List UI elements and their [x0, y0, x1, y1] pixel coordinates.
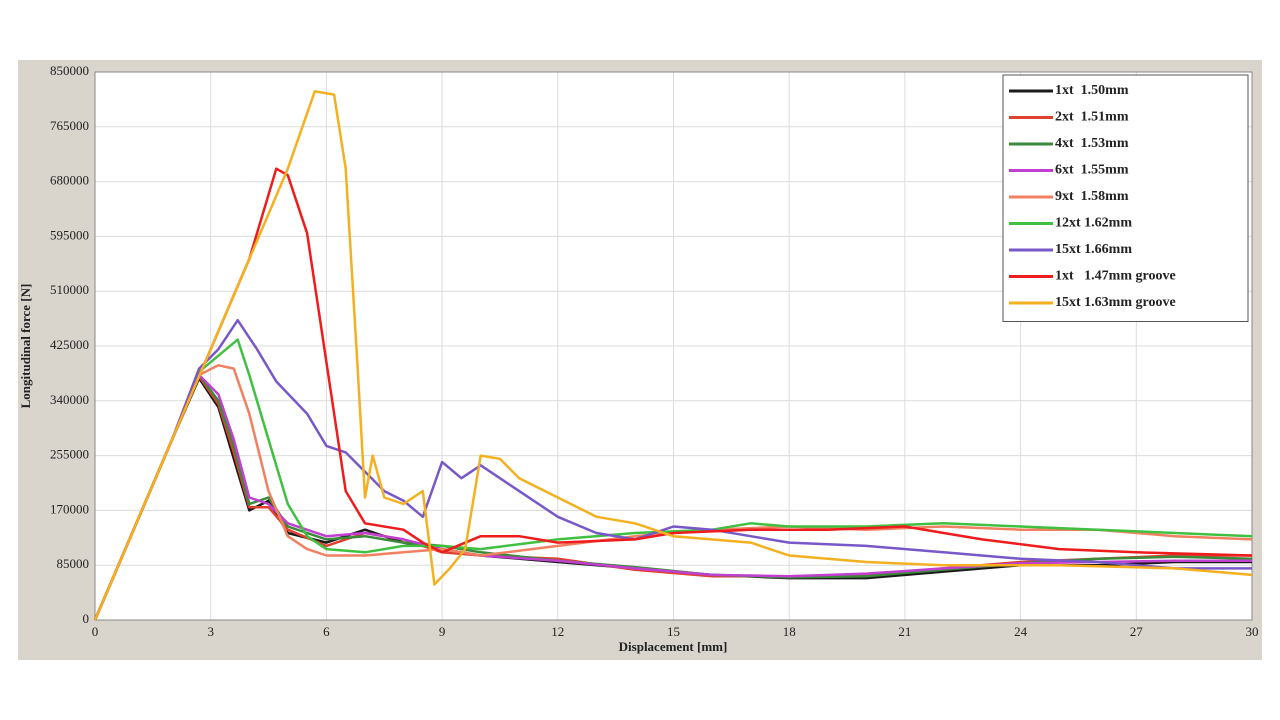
series-line	[93, 167, 1253, 621]
x-tick-label: 24	[1014, 624, 1028, 639]
x-tick-label: 9	[439, 624, 446, 639]
x-tick-label: 12	[551, 624, 564, 639]
legend-label: 1xt 1.47mm groove	[1055, 269, 1176, 284]
legend-label: 1xt 1.50mm	[1055, 83, 1129, 98]
y-tick-label: 595000	[50, 227, 89, 242]
series-line	[93, 338, 1253, 621]
series-line	[93, 90, 1253, 621]
x-tick-label: 3	[207, 624, 214, 639]
y-tick-label: 85000	[57, 556, 90, 571]
x-tick-label: 18	[783, 624, 796, 639]
axes-border	[94, 71, 1253, 621]
y-tick-label: 0	[83, 611, 90, 626]
series-line	[93, 373, 1252, 621]
y-tick-label: 765000	[50, 118, 89, 133]
legend-label: 6xt 1.55mm	[1055, 163, 1129, 178]
y-tick-label: 680000	[50, 173, 89, 188]
x-axis-label: Displacement [mm]	[619, 639, 728, 654]
legend-label: 12xt 1.62mm	[1055, 216, 1132, 231]
legend-label: 15xt 1.66mm	[1055, 242, 1132, 257]
x-tick-label: 27	[1130, 624, 1144, 639]
legend-label: 4xt 1.53mm	[1055, 136, 1129, 151]
legend-label: 2xt 1.51mm	[1055, 110, 1129, 125]
y-tick-label: 170000	[50, 501, 89, 516]
x-tick-label: 30	[1246, 624, 1259, 639]
legend-label: 9xt 1.58mm	[1055, 189, 1129, 204]
y-axis-label: Longitudinal force [N]	[18, 284, 33, 409]
y-tick-label: 425000	[50, 337, 89, 352]
legend-label: 15xt 1.63mm groove	[1055, 295, 1176, 310]
y-tick-label: 850000	[50, 63, 89, 78]
y-tick-label: 510000	[50, 282, 89, 297]
series-line	[93, 318, 1252, 621]
x-tick-label: 21	[898, 624, 911, 639]
x-tick-label: 0	[92, 624, 99, 639]
series-line	[93, 364, 1253, 621]
x-tick-label: 6	[323, 624, 330, 639]
y-tick-label: 340000	[50, 392, 89, 407]
x-tick-label: 15	[667, 624, 680, 639]
y-tick-label: 255000	[50, 447, 89, 462]
